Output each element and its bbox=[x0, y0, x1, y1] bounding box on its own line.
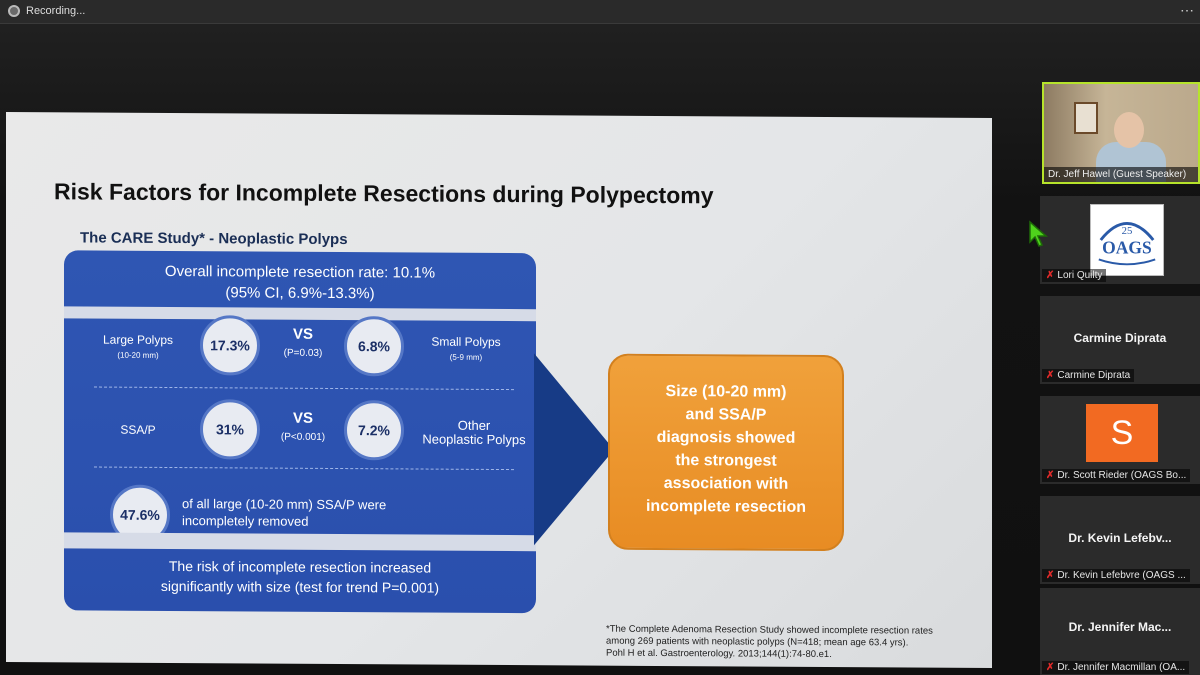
other-polyps-label: Other Neoplastic Polyps bbox=[416, 418, 532, 447]
muted-mic-icon: ✗ bbox=[1046, 662, 1055, 673]
vs-label-1: VS bbox=[292, 325, 313, 343]
participant-name: Dr. Jennifer Macmillan (OA... bbox=[1057, 662, 1186, 673]
participant-name-tag: ✗ Carmine Diprata bbox=[1042, 369, 1135, 382]
participant-display-name: Carmine Diprata bbox=[1073, 331, 1167, 345]
trend-line2: significantly with size (test for trend … bbox=[160, 577, 440, 596]
overall-rate-line1: Overall incomplete resection rate: 10.1% bbox=[164, 262, 436, 282]
overall-rate: Overall incomplete resection rate: 10.1%… bbox=[64, 260, 536, 305]
other-polyps-rate: 7.2% bbox=[344, 400, 404, 461]
arrow-shape bbox=[534, 353, 614, 546]
slide-subtitle: The CARE Study* - Neoplastic Polyps bbox=[80, 229, 348, 249]
participant-tile-carmine[interactable]: Carmine Diprata ✗ Carmine Diprata bbox=[1040, 296, 1200, 384]
participant-name-tag: ✗ Dr. Kevin Lefebvre (OAGS ... bbox=[1042, 569, 1190, 582]
recording-status[interactable]: Recording... bbox=[8, 5, 85, 17]
active-speaker-video[interactable]: Dr. Jeff Hawel (Guest Speaker) bbox=[1042, 82, 1200, 184]
conclusion-line: diagnosis showed bbox=[656, 428, 796, 447]
conclusion-box: Size (10-20 mm) and SSA/P diagnosis show… bbox=[608, 353, 844, 552]
slide-footnote: *The Complete Adenoma Resection Study sh… bbox=[606, 624, 976, 662]
divider-strip bbox=[64, 306, 536, 322]
oags-logo: 25 OAGS bbox=[1090, 204, 1164, 276]
overall-rate-ci: (95% CI, 6.9%-13.3%) bbox=[225, 284, 375, 303]
shared-slide: Risk Factors for Incomplete Resections d… bbox=[6, 111, 992, 669]
muted-mic-icon: ✗ bbox=[1046, 570, 1055, 581]
row-divider bbox=[94, 386, 514, 391]
top-bar: Recording... ⋯ bbox=[0, 0, 1200, 24]
small-polyps-size: (5-9 mm) bbox=[449, 352, 483, 362]
participant-name-tag: ✗ Dr. Scott Rieder (OAGS Bo... bbox=[1042, 469, 1191, 482]
vs-label-2: VS bbox=[292, 409, 313, 427]
participant-name: Dr. Scott Rieder (OAGS Bo... bbox=[1057, 470, 1187, 481]
participant-name-tag: ✗ Lori Quilty bbox=[1042, 269, 1107, 282]
participant-tile-jennifer[interactable]: Dr. Jennifer Mac... ✗ Dr. Jennifer Macmi… bbox=[1040, 588, 1200, 675]
study-results-box: Overall incomplete resection rate: 10.1%… bbox=[64, 250, 536, 614]
participant-display-name: Dr. Jennifer Mac... bbox=[1068, 620, 1172, 634]
muted-mic-icon: ✗ bbox=[1046, 370, 1055, 381]
participant-name: Lori Quilty bbox=[1057, 270, 1103, 281]
oags-logo-number: 25 bbox=[1122, 225, 1133, 237]
participant-name-tag: ✗ Dr. Jennifer Macmillan (OA... bbox=[1042, 661, 1190, 674]
more-options-icon[interactable]: ⋯ bbox=[1180, 2, 1194, 18]
ssap-incomplete-line2: incompletely removed bbox=[182, 513, 309, 529]
ssap-label: SSA/P bbox=[120, 422, 156, 437]
p-value-2: (P<0.001) bbox=[280, 431, 326, 443]
video-wall-board bbox=[1074, 102, 1098, 134]
large-polyps-size: (10-20 mm) bbox=[117, 350, 159, 360]
ssap-incomplete-line1: of all large (10-20 mm) SSA/P were bbox=[182, 496, 387, 513]
conclusion-line: incomplete resection bbox=[645, 497, 807, 516]
conclusion-line: Size (10-20 mm) bbox=[665, 383, 787, 401]
row-divider bbox=[94, 466, 514, 471]
muted-mic-icon: ✗ bbox=[1046, 470, 1055, 481]
recording-label: Recording... bbox=[26, 5, 86, 17]
oags-logo-text: OAGS bbox=[1102, 238, 1152, 258]
conclusion-line: the strongest bbox=[675, 452, 777, 470]
large-polyps-label: Large Polyps (10-20 mm) bbox=[90, 333, 186, 364]
trend-statement: The risk of incomplete resection increas… bbox=[64, 555, 536, 598]
participant-tile-scott[interactable]: S ✗ Dr. Scott Rieder (OAGS Bo... bbox=[1040, 396, 1200, 484]
conclusion-line: and SSA/P bbox=[685, 406, 767, 424]
ssap-incomplete-text: of all large (10-20 mm) SSA/P were incom… bbox=[182, 495, 422, 530]
small-polyps-rate: 6.8% bbox=[344, 316, 404, 377]
participant-tile-lori[interactable]: 25 OAGS ✗ Lori Quilty bbox=[1040, 196, 1200, 284]
ssap-rate: 31% bbox=[200, 399, 260, 460]
participant-name: Carmine Diprata bbox=[1057, 370, 1131, 381]
muted-mic-icon: ✗ bbox=[1046, 270, 1055, 281]
recording-indicator-icon bbox=[8, 5, 20, 17]
large-polyps-rate: 17.3% bbox=[200, 315, 260, 376]
other-polyps-line2: Neoplastic Polyps bbox=[422, 431, 526, 448]
divider-strip bbox=[64, 532, 536, 552]
footnote-citation: Pohl H et al. Gastroenterology. 2013;144… bbox=[606, 647, 832, 661]
mouse-cursor-icon bbox=[1029, 220, 1048, 247]
avatar: S bbox=[1086, 404, 1158, 462]
small-polyps-label: Small Polyps (5-9 mm) bbox=[416, 334, 516, 365]
large-polyps-text: Large Polyps bbox=[102, 332, 174, 348]
p-value-1: (P=0.03) bbox=[283, 347, 323, 359]
oags-logo-icon: 25 OAGS bbox=[1098, 222, 1156, 266]
participant-name: Dr. Kevin Lefebvre (OAGS ... bbox=[1057, 570, 1186, 581]
participant-tile-kevin[interactable]: Dr. Kevin Lefebv... ✗ Dr. Kevin Lefebvre… bbox=[1040, 496, 1200, 584]
speaker-head bbox=[1114, 112, 1144, 148]
small-polyps-text: Small Polyps bbox=[431, 334, 501, 350]
speaker-name-tag: Dr. Jeff Hawel (Guest Speaker) bbox=[1044, 167, 1198, 182]
conclusion-line: association with bbox=[663, 475, 789, 493]
participant-display-name: Dr. Kevin Lefebv... bbox=[1068, 531, 1172, 545]
slide-title: Risk Factors for Incomplete Resections d… bbox=[54, 178, 714, 209]
